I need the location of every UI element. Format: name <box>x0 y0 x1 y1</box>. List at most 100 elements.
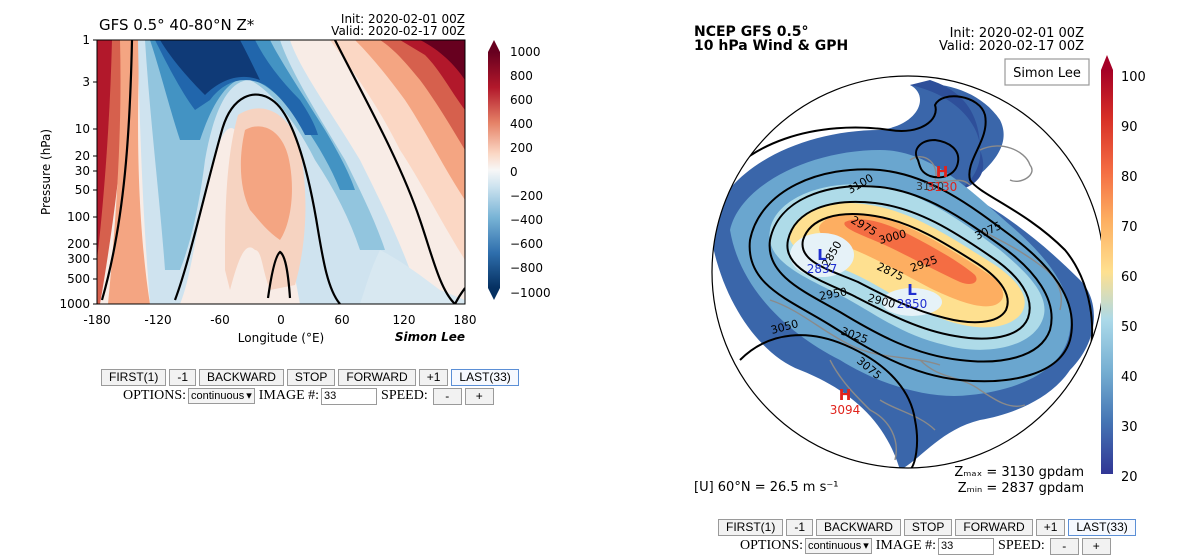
svg-text:1: 1 <box>82 33 90 47</box>
image-number-input[interactable]: 33 <box>321 387 378 405</box>
chevron-down-icon: ▾ <box>863 540 869 552</box>
left-colorbar-ticks: 1000 800 600 400 200 0 −200 −400 −600 −8… <box>510 45 551 300</box>
svg-text:200: 200 <box>67 237 90 251</box>
wind-field <box>712 80 1094 468</box>
options-select[interactable]: continuous ▾ <box>805 538 872 554</box>
svg-text:200: 200 <box>510 141 533 155</box>
svg-text:180: 180 <box>454 313 477 327</box>
svg-text:H: H <box>936 163 949 181</box>
svg-text:500: 500 <box>67 272 90 286</box>
wind-readout: [U] 60°N = 26.5 m s⁻¹ <box>694 480 838 495</box>
svg-text:2850: 2850 <box>897 297 928 311</box>
right-valid: Valid: 2020-02-17 00Z <box>939 39 1084 54</box>
high-marker-1: H 3130 <box>927 163 958 194</box>
svg-text:1000: 1000 <box>59 297 90 311</box>
svg-text:−600: −600 <box>510 237 543 251</box>
image-number-label: IMAGE #: <box>875 538 937 553</box>
step-forward-button[interactable]: +1 <box>418 369 449 386</box>
svg-text:600: 600 <box>510 93 533 107</box>
svg-text:90: 90 <box>1121 120 1138 135</box>
left-y-tick-marks <box>93 39 97 305</box>
svg-text:L: L <box>907 281 917 299</box>
speed-increase-button[interactable]: + <box>1081 537 1111 555</box>
last-button[interactable]: LAST(33) <box>1068 519 1136 536</box>
image-number-input[interactable]: 33 <box>938 537 995 555</box>
low-marker-2: L 2850 <box>897 281 928 311</box>
svg-text:L: L <box>817 246 827 264</box>
stop-button[interactable]: STOP <box>903 519 953 536</box>
step-forward-button[interactable]: +1 <box>1035 519 1066 536</box>
svg-text:60: 60 <box>1121 270 1138 285</box>
left-y-ticks: 1 3 10 20 30 50 100 200 300 500 1000 <box>59 33 90 311</box>
speed-label: SPEED: <box>381 388 428 403</box>
zstar-field <box>97 40 465 304</box>
left-credit: Simon Lee <box>395 330 465 344</box>
right-title-line1: NCEP GFS 0.5° <box>694 24 809 40</box>
zmin-readout: Zₘᵢₙ = 2837 gpdam <box>958 481 1084 496</box>
svg-text:−800: −800 <box>510 261 543 275</box>
options-label: OPTIONS: <box>123 388 187 403</box>
chevron-down-icon: ▾ <box>246 390 252 402</box>
step-back-button[interactable]: -1 <box>786 519 814 536</box>
left-y-axis-label: Pressure (hPa) <box>39 129 53 215</box>
svg-text:2950: 2950 <box>818 285 848 303</box>
image-number-label: IMAGE #: <box>258 388 320 403</box>
right-init: Init: 2020-02-01 00Z <box>950 26 1085 41</box>
zstar-cross-section-figure: GFS 0.5° 40-80°N Z* Init: 2020-02-01 00Z… <box>39 12 570 345</box>
svg-text:40: 40 <box>1121 370 1138 385</box>
svg-text:0: 0 <box>510 165 518 179</box>
zstar-cross-section-panel: GFS 0.5° 40-80°N Z* Init: 2020-02-01 00Z… <box>0 0 570 360</box>
left-colorbar <box>488 40 500 300</box>
right-title-line2: 10 hPa Wind & GPH <box>694 38 848 54</box>
backward-button[interactable]: BACKWARD <box>816 519 901 536</box>
svg-text:80: 80 <box>1121 170 1138 185</box>
first-button[interactable]: FIRST(1) <box>101 369 167 386</box>
left-valid: Valid: 2020-02-17 00Z <box>331 24 465 38</box>
options-label: OPTIONS: <box>740 538 804 553</box>
right-credit-box: Simon Lee <box>1004 58 1090 86</box>
svg-text:Simon Lee: Simon Lee <box>1013 66 1081 81</box>
svg-text:60: 60 <box>334 313 349 327</box>
speed-decrease-button[interactable]: - <box>432 387 462 405</box>
svg-text:-60: -60 <box>210 313 230 327</box>
svg-text:0: 0 <box>277 313 285 327</box>
svg-text:−200: −200 <box>510 189 543 203</box>
left-init: Init: 2020-02-01 00Z <box>341 12 465 26</box>
svg-text:100: 100 <box>67 210 90 224</box>
forward-button[interactable]: FORWARD <box>955 519 1033 536</box>
speed-increase-button[interactable]: + <box>464 387 494 405</box>
right-colorbar-ticks: 100 90 80 70 60 50 40 30 20 <box>1121 70 1146 485</box>
svg-text:20: 20 <box>75 149 90 163</box>
options-select[interactable]: continuous ▾ <box>188 388 255 404</box>
forward-button[interactable]: FORWARD <box>338 369 416 386</box>
last-button[interactable]: LAST(33) <box>451 369 519 386</box>
high-marker-2: H 3094 <box>830 386 861 417</box>
left-x-axis-label: Longitude (°E) <box>238 331 324 345</box>
step-back-button[interactable]: -1 <box>169 369 197 386</box>
polar-map-panel: NCEP GFS 0.5° 10 hPa Wind & GPH Init: 20… <box>680 0 1200 512</box>
svg-text:2837: 2837 <box>807 262 838 276</box>
right-colorbar <box>1101 55 1113 474</box>
backward-button[interactable]: BACKWARD <box>199 369 284 386</box>
svg-text:3094: 3094 <box>830 403 861 417</box>
speed-decrease-button[interactable]: - <box>1049 537 1079 555</box>
svg-text:1000: 1000 <box>510 45 541 59</box>
svg-text:H: H <box>839 386 852 404</box>
coastlines <box>769 145 1062 461</box>
svg-text:300: 300 <box>67 252 90 266</box>
svg-text:70: 70 <box>1121 220 1138 235</box>
stop-button[interactable]: STOP <box>286 369 336 386</box>
svg-text:30: 30 <box>75 164 90 178</box>
svg-text:120: 120 <box>393 313 416 327</box>
left-colorbar-label: gpm <box>556 159 560 186</box>
left-x-ticks: -180 -120 -60 0 60 120 180 <box>83 313 476 327</box>
left-title: GFS 0.5° 40-80°N Z* <box>99 16 255 34</box>
svg-text:3: 3 <box>82 75 90 89</box>
svg-text:100: 100 <box>1121 70 1146 85</box>
first-button[interactable]: FIRST(1) <box>718 519 784 536</box>
svg-text:30: 30 <box>1121 420 1138 435</box>
svg-text:800: 800 <box>510 69 533 83</box>
svg-text:−400: −400 <box>510 213 543 227</box>
polar-map-figure: NCEP GFS 0.5° 10 hPa Wind & GPH Init: 20… <box>694 24 1146 496</box>
svg-text:50: 50 <box>1121 320 1138 335</box>
